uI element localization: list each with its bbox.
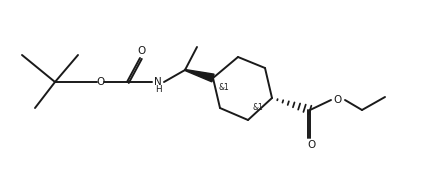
Text: O: O bbox=[307, 140, 315, 150]
Text: O: O bbox=[137, 46, 145, 56]
Polygon shape bbox=[185, 70, 214, 82]
Text: &1: &1 bbox=[252, 103, 263, 112]
Text: N: N bbox=[154, 77, 162, 87]
Text: &1: &1 bbox=[218, 83, 229, 92]
Text: H: H bbox=[155, 85, 161, 95]
Text: O: O bbox=[334, 95, 342, 105]
Text: O: O bbox=[96, 77, 104, 87]
